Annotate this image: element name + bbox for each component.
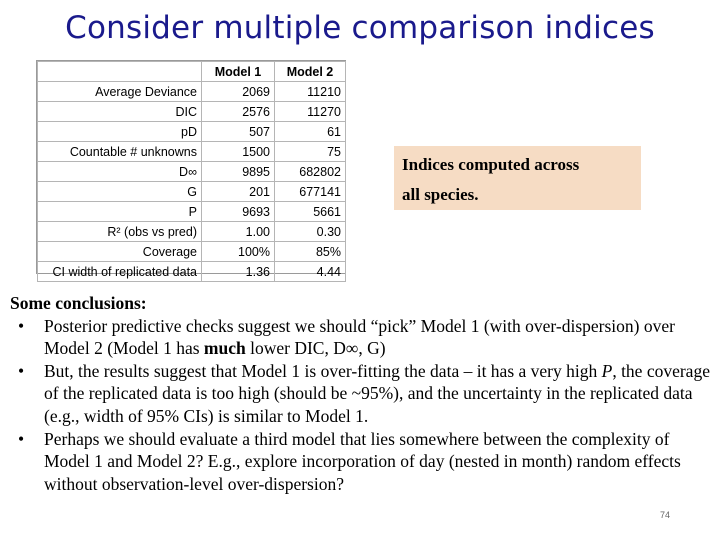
header-model-1: Model 1: [201, 61, 275, 82]
model-2-value: 11210: [274, 81, 346, 102]
model-1-value: 2069: [201, 81, 275, 102]
model-2-value: 677141: [274, 181, 346, 202]
row-label: P: [37, 201, 202, 222]
row-label: pD: [37, 121, 202, 142]
row-label: CI width of replicated data: [37, 261, 202, 282]
list-item: • Posterior predictive checks suggest we…: [10, 315, 710, 360]
table-row: G 201 677141: [37, 181, 346, 202]
model-1-value: 1500: [201, 141, 275, 162]
model-2-value: 0.30: [274, 221, 346, 242]
row-label: G: [37, 181, 202, 202]
comparison-table-grid: Model 1 Model 2 Average Deviance 2069 11…: [37, 61, 346, 282]
table-header-row: Model 1 Model 2: [37, 61, 346, 82]
bullet-icon: •: [18, 315, 25, 336]
table-row: R² (obs vs pred) 1.00 0.30: [37, 221, 346, 242]
table-row: Countable # unknowns 1500 75: [37, 141, 346, 162]
conclusions-list: • Posterior predictive checks suggest we…: [10, 315, 710, 496]
row-label: Average Deviance: [37, 81, 202, 102]
model-2-value: 11270: [274, 101, 346, 122]
model-1-value: 9693: [201, 201, 275, 222]
model-1-value: 2576: [201, 101, 275, 122]
conclusions-section: Some conclusions: • Posterior predictive…: [10, 292, 710, 495]
row-label: Coverage: [37, 241, 202, 262]
bullet-1-emphasis: much: [203, 338, 246, 359]
bullet-2-text-b: , the coverage of the replicated data is…: [44, 360, 710, 426]
model-1-value: 100%: [201, 241, 275, 262]
bullet-2-text-a: But, the results suggest that Model 1 is…: [44, 360, 602, 381]
table-row: P 9693 5661: [37, 201, 346, 222]
list-item: • But, the results suggest that Model 1 …: [10, 360, 710, 428]
bullet-2-italic: P: [601, 360, 613, 381]
page-number: 74: [659, 510, 670, 520]
bullet-3-text: Perhaps we should evaluate a third model…: [44, 428, 681, 494]
callout-line-1: Indices computed across: [402, 155, 580, 174]
table-row: D∞ 9895 682802: [37, 161, 346, 182]
table-row: Coverage 100% 85%: [37, 241, 346, 262]
row-label: DIC: [37, 101, 202, 122]
table-row: DIC 2576 11270: [37, 101, 346, 122]
bullet-1-text-b: lower DIC, D∞, G): [245, 338, 386, 359]
model-2-value: 5661: [274, 201, 346, 222]
model-1-value: 201: [201, 181, 275, 202]
model-1-value: 1.00: [201, 221, 275, 242]
conclusions-heading: Some conclusions:: [10, 293, 147, 313]
header-model-2: Model 2: [274, 61, 346, 82]
row-label: R² (obs vs pred): [37, 221, 202, 242]
comparison-table: Model 1 Model 2 Average Deviance 2069 11…: [36, 60, 346, 282]
table-row: CI width of replicated data 1.36 4.44: [37, 261, 346, 282]
row-label: Countable # unknowns: [37, 141, 202, 162]
callout-note: Indices computed across all species.: [394, 146, 641, 210]
model-2-value: 682802: [274, 161, 346, 182]
table-row: Average Deviance 2069 11210: [37, 81, 346, 102]
table-row: pD 507 61: [37, 121, 346, 142]
slide-title: Consider multiple comparison indices: [65, 10, 655, 46]
bullet-1-text-a: Posterior predictive checks suggest we s…: [44, 315, 675, 359]
model-1-value: 507: [201, 121, 275, 142]
model-2-value: 4.44: [274, 261, 346, 282]
header-empty: [37, 61, 202, 82]
callout-line-2: all species.: [402, 185, 479, 204]
model-1-value: 1.36: [201, 261, 275, 282]
bullet-icon: •: [18, 360, 25, 381]
model-2-value: 75: [274, 141, 346, 162]
bullet-icon: •: [18, 428, 25, 449]
model-1-value: 9895: [201, 161, 275, 182]
model-2-value: 85%: [274, 241, 346, 262]
model-2-value: 61: [274, 121, 346, 142]
row-label: D∞: [37, 161, 202, 182]
list-item: • Perhaps we should evaluate a third mod…: [10, 428, 710, 496]
